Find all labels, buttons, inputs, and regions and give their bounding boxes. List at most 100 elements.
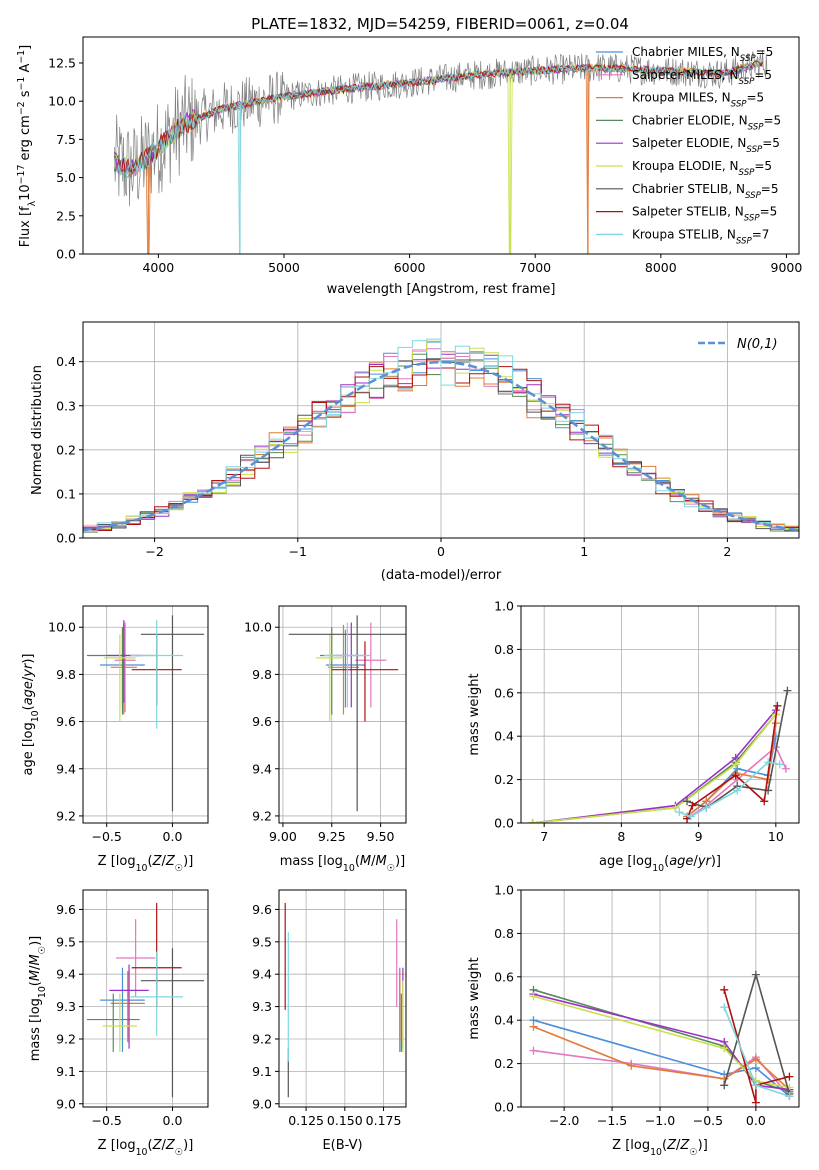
weight-marker [627, 1061, 636, 1070]
legend-label: Chabrier MILES, NSSP=5 [632, 45, 773, 64]
legend-label: Salpeter ELODIE, NSSP=5 [632, 136, 780, 155]
legend-label-part: SSP [739, 77, 756, 87]
weight-vs-Z-xlabel-part: ☉ [689, 1147, 697, 1158]
weight-line-salpeter-elodie [532, 709, 777, 823]
weight-vs-age-ytick-label: 0.2 [494, 772, 514, 787]
legend-label-part: SSP [746, 145, 763, 155]
model-spectrum-kroupa-elodie [114, 59, 764, 254]
mass-vs-Z-frame [82, 889, 209, 1108]
weight-vs-Z-xtick-label: −1.0 [645, 1113, 675, 1128]
legend-label: Salpeter MILES, NSSP=5 [632, 68, 772, 87]
legend-label-part: =5 [760, 205, 778, 219]
age-vs-Z-ylabel-part: )] [21, 653, 36, 663]
weight-vs-Z-xlabel: Z [log10(Z/Z☉)] [612, 1138, 708, 1158]
age-vs-mass-xlabel: mass [log10(M/M☉)] [280, 854, 406, 874]
weight-vs-Z-xtick-label: −0.5 [693, 1113, 723, 1128]
legend-label-part: Chabrier ELODIE, N [632, 113, 748, 127]
mass-vs-Z-ytick-label: 9.3 [56, 999, 76, 1014]
weight-marker [731, 760, 740, 769]
weight-marker [751, 1098, 760, 1107]
weight-vs-Z-xlabel-part: 10 [650, 1147, 662, 1158]
spectrum-ytick-label: 12.5 [48, 55, 76, 70]
mass-vs-Z-ylabel-part: mass [log [28, 998, 43, 1061]
mass-vs-Z-ylabel-part: M [28, 970, 43, 981]
legend-label-part: SSP [736, 236, 753, 246]
age-vs-Z-xtick-label: −0.5 [92, 829, 122, 844]
weight-vs-Z-ytick-label: 0.2 [494, 1056, 514, 1071]
residuals-xtick-label: 2 [723, 544, 731, 559]
spectrum-xtick-label: 5000 [268, 260, 300, 275]
spectrum-xtick-label: 8000 [645, 260, 677, 275]
mass-vs-ebv-ytick-label: 9.4 [252, 967, 272, 982]
residuals-ytick-label: 0.3 [56, 398, 76, 413]
weight-vs-age-xtick-label: 7 [540, 829, 548, 844]
age-vs-Z-xlabel-part: ☉ [175, 863, 183, 874]
age-vs-mass-xlabel-part: 10 [343, 863, 355, 874]
age-vs-mass-frame [278, 605, 407, 824]
weight-line-kroupa-miles [686, 723, 777, 818]
legend-label-part: Kroupa MILES, N [632, 91, 731, 105]
age-vs-Z-xlabel-part: ( [148, 854, 153, 869]
weight-vs-Z-ytick-label: 0.6 [494, 969, 514, 984]
mass-vs-ebv-xtick-label: 0.125 [288, 1113, 324, 1128]
age-vs-mass-xtick-label: 9.00 [269, 829, 297, 844]
spectrum-ylabel-part: A [18, 64, 33, 77]
weight-line-chabrier-stelib [723, 971, 791, 1095]
mass-vs-Z-ytick-label: 9.1 [56, 1064, 76, 1079]
weight-marker [785, 1092, 794, 1101]
weight-vs-Z-xtick-label: −1.5 [597, 1113, 627, 1128]
mass-vs-ebv-plot-area [284, 902, 404, 1098]
weight-vs-age-xtick-label: 10 [768, 829, 784, 844]
legend-label-part: =5 [762, 136, 780, 150]
legend-label-part: SSP [731, 100, 748, 110]
spectrum-ylabel-part: s [18, 90, 33, 101]
legend-label-part: =5 [761, 182, 779, 196]
mass-vs-ebv-xtick-label: 0.150 [327, 1113, 363, 1128]
residuals-ytick-label: 0.1 [56, 486, 76, 501]
weight-vs-Z-xtick-label: −2.0 [549, 1113, 579, 1128]
spectrum-ylabel: Flux [fλ10−17 erg cm−2 s−1 A−1] [16, 45, 38, 247]
weight-vs-age-ytick-label: 0.6 [494, 685, 514, 700]
weight-vs-Z-xlabel-part: ( [662, 1138, 667, 1153]
mass-vs-Z-xlabel-part: Z [log [98, 1138, 136, 1153]
age-vs-mass-xlabel-part: M [360, 854, 371, 869]
mass-vs-Z-ytick-label: 9.5 [56, 934, 76, 949]
weight-marker [751, 1081, 760, 1090]
spectrum-ytick-label: 7.5 [56, 132, 76, 147]
mass-vs-Z-ytick-label: 9.0 [56, 1096, 76, 1111]
mass-vs-ebv-frame [278, 889, 407, 1108]
weight-vs-age-plot-area [528, 686, 792, 823]
weight-marker [671, 803, 680, 812]
age-vs-mass-ytick-label: 9.6 [252, 714, 272, 729]
weight-vs-Z-ytick-label: 0.4 [494, 1013, 514, 1028]
residuals-frame [82, 321, 800, 539]
legend-label-part: =5 [754, 68, 772, 82]
weight-vs-age-xlabel-part: ( [664, 854, 669, 869]
age-vs-Z-xlabel-part: 10 [136, 863, 148, 874]
spectrum-xtick-label: 7000 [519, 260, 551, 275]
age-vs-Z-xlabel-part: Z [165, 854, 176, 869]
weight-marker [675, 808, 684, 817]
mass-vs-Z-ylabel-part: M [28, 954, 43, 965]
age-vs-mass-xlabel-part: M [376, 854, 387, 869]
legend-gaussian-label: N(0,1) [737, 337, 778, 352]
weight-marker [751, 970, 760, 979]
weight-vs-Z-ylabel: mass weight [467, 957, 482, 1039]
weight-vs-Z-xlabel-part: Z [679, 1138, 690, 1153]
spectrum-plot-area [113, 49, 768, 254]
age-vs-Z-ylabel-part: / [21, 676, 36, 681]
age-vs-mass-ytick-label: 9.8 [252, 667, 272, 682]
weight-vs-Z-xlabel-part: Z [666, 1138, 677, 1153]
weight-vs-Z-ytick-label: 1.0 [494, 883, 514, 898]
legend-label-part: =5 [756, 45, 774, 59]
weight-marker [720, 1044, 729, 1053]
mass-vs-Z-ytick-label: 9.2 [56, 1031, 76, 1046]
residuals-ylabel: Normed distribution [30, 365, 45, 495]
mass-vs-Z-ylabel-part: ( [28, 981, 43, 986]
spectrum-xtick-label: 6000 [394, 260, 426, 275]
weight-marker [683, 797, 692, 806]
legend-label-part: =7 [752, 227, 770, 241]
weight-line-kroupa-elodie [533, 995, 790, 1089]
